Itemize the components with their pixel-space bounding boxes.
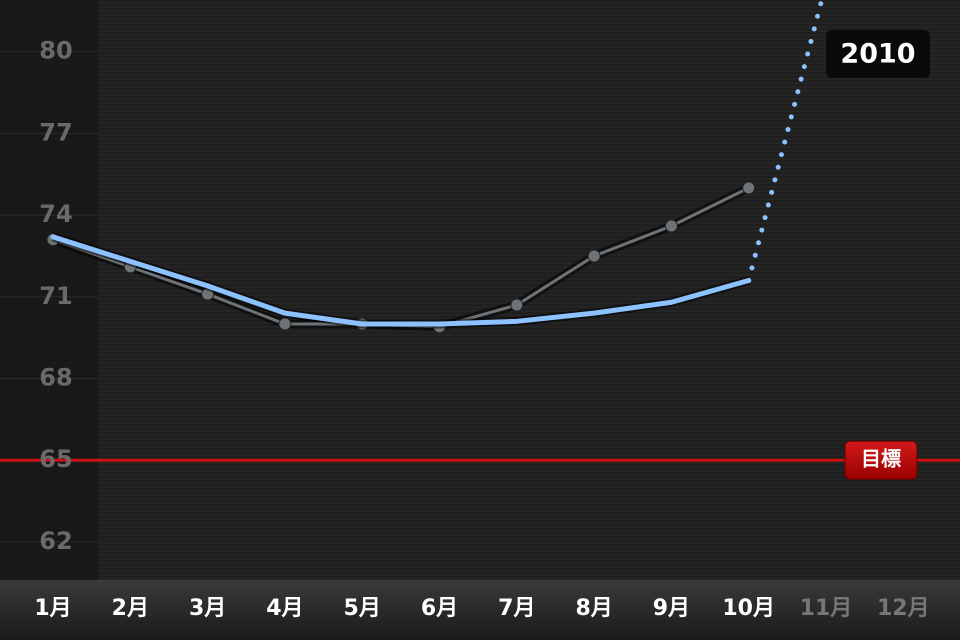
series-line bbox=[50, 234, 752, 327]
y-tick-label: 65 bbox=[39, 445, 72, 473]
y-tick-label: 80 bbox=[39, 37, 72, 65]
x-tick-label: 7月 bbox=[498, 596, 535, 621]
y-tick-label: 62 bbox=[39, 527, 72, 555]
y-tick-label: 77 bbox=[39, 118, 72, 146]
point bbox=[278, 317, 292, 331]
year-badge bbox=[826, 30, 930, 78]
x-tick-label: 6月 bbox=[421, 596, 458, 621]
projection-line bbox=[746, 0, 825, 283]
x-tick-label: 10月 bbox=[722, 596, 775, 621]
x-tick-label: 9月 bbox=[653, 596, 690, 621]
x-tick-label: 12月 bbox=[877, 596, 930, 621]
plot-background bbox=[0, 0, 960, 580]
x-axis-bar bbox=[0, 580, 960, 640]
year-label: 2010 bbox=[840, 39, 915, 70]
x-tick-label: 2月 bbox=[112, 596, 149, 621]
y-tick-label: 74 bbox=[39, 200, 72, 228]
point bbox=[587, 249, 601, 263]
x-tick-label: 4月 bbox=[266, 596, 303, 621]
point bbox=[742, 181, 756, 195]
point bbox=[664, 219, 678, 233]
x-tick-label: 5月 bbox=[344, 596, 381, 621]
goal-badge bbox=[844, 440, 918, 480]
y-tick-label: 68 bbox=[39, 363, 72, 391]
x-tick-label: 1月 bbox=[34, 596, 71, 621]
point bbox=[510, 298, 524, 312]
goal-label: 目標 bbox=[861, 447, 901, 471]
x-tick-label: 8月 bbox=[575, 596, 612, 621]
x-tick-label: 11月 bbox=[800, 596, 853, 621]
x-tick-label: 3月 bbox=[189, 596, 226, 621]
axis-strip bbox=[0, 0, 98, 580]
y-tick-label: 71 bbox=[39, 282, 72, 310]
